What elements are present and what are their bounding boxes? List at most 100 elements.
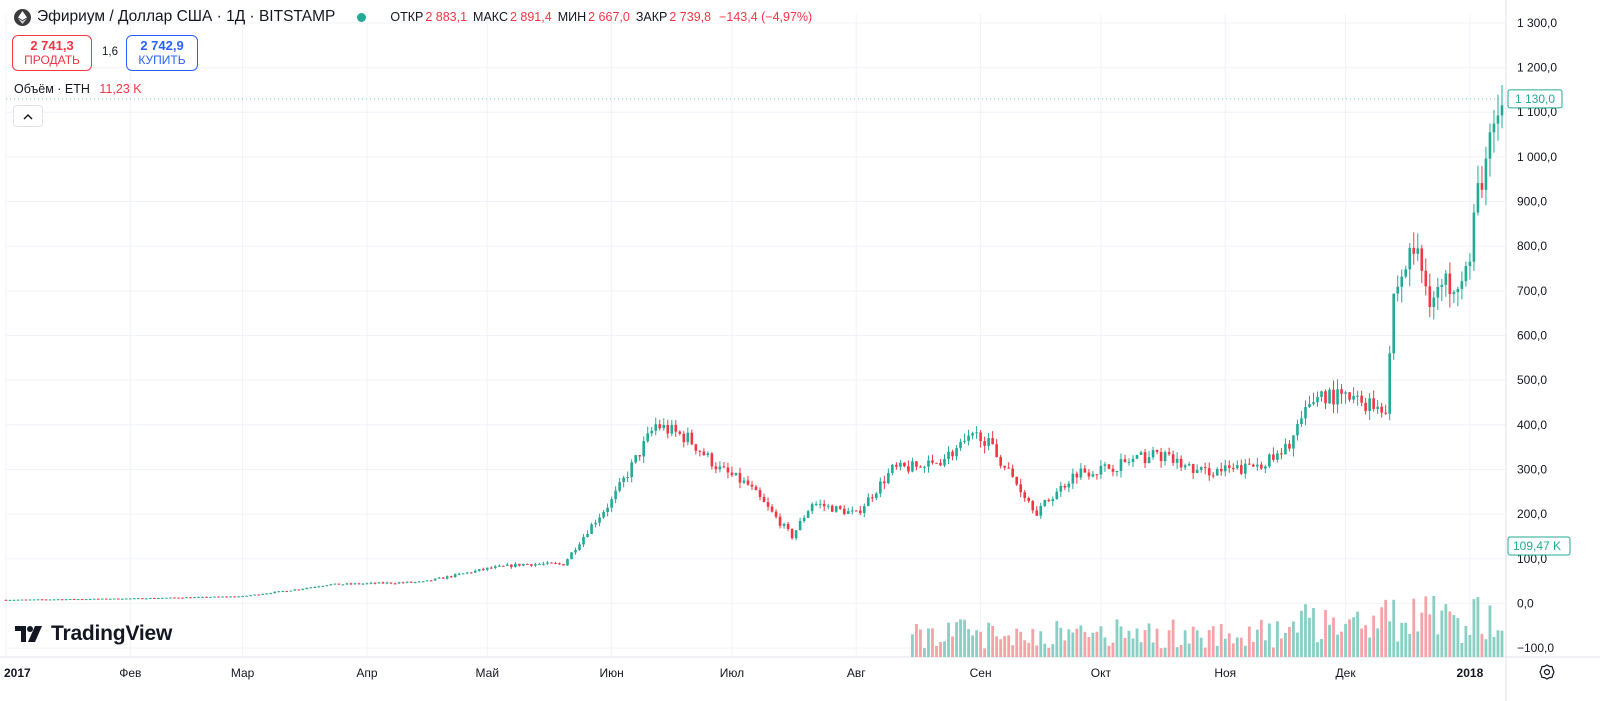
candle-body [353,583,357,585]
candle-body [461,573,465,575]
candle-body [1103,464,1107,466]
candle-body [574,549,577,553]
candle-body [417,581,421,583]
volume-bar [1115,619,1119,657]
volume-bar [1360,628,1364,657]
candle-body [1051,499,1055,502]
volume-bar [1163,647,1167,657]
volume-bar [1496,630,1500,657]
candle-body [205,596,208,598]
candle-body [1055,491,1059,500]
candle-body [1227,465,1231,468]
candle-body [108,598,112,600]
candle-body [12,599,16,601]
volume-bar [1243,645,1247,657]
candle-body [1031,501,1035,511]
y-tick-label: 1 300,0 [1517,16,1557,30]
candle-body [642,441,646,457]
candle-body [1151,450,1155,458]
candle-body [349,583,353,585]
volume-bar [1408,634,1412,657]
candle-body [618,482,621,491]
candle-body [694,444,698,451]
candle-body [1400,276,1404,287]
buy-button[interactable]: 2 742,9 КУПИТЬ [126,35,198,71]
candle-body [265,593,268,595]
collapse-legend-button[interactable] [13,105,43,127]
volume-bar [1288,626,1291,657]
candle-body [758,490,762,497]
candle-body [1268,454,1271,467]
candle-body [798,521,802,531]
volume-bar [1488,605,1492,657]
candle-body [1047,499,1051,502]
volume-bar [1019,631,1023,657]
chevron-up-icon [23,109,33,123]
volume-bar [1055,620,1059,657]
candle-body [141,598,144,600]
candle-body [289,590,293,592]
tradingview-logo[interactable]: TradingView [15,622,172,646]
candle-body [1384,412,1387,414]
volume-bar [1492,636,1496,657]
candle-body [433,578,437,581]
candle-body [8,599,12,601]
candle-body [1239,465,1243,474]
candle-body [754,486,758,491]
candle-body [1340,389,1343,394]
candle-body [939,462,942,466]
candle-body [875,493,878,498]
candle-body [157,598,160,600]
high-label: МАКС [473,10,508,24]
x-tick-label: Мар [231,666,255,680]
candle-body [145,598,148,600]
volume-bar [1043,643,1047,657]
candle-body [534,564,537,566]
ethereum-icon [14,8,31,26]
volume-bar [1195,630,1199,657]
candle-body [1488,132,1492,159]
volume-bar [1151,642,1155,657]
candle-body [999,456,1002,466]
volume-legend[interactable]: Объём · ETH 11,23 K [14,82,142,96]
volume-bar [1440,610,1444,657]
candle-body [634,455,637,463]
settings-button[interactable] [1537,662,1557,682]
candle-body [52,599,56,601]
symbol-title[interactable]: Эфириум / Доллар США · 1Д · BITSTAMP [37,8,336,25]
low-label: МИН [557,10,587,24]
candle-body [1456,288,1460,293]
candle-body [975,432,978,434]
candle-body [4,599,8,601]
x-tick-label: Фев [119,666,141,680]
candle-body [1039,505,1043,516]
candle-body [365,583,369,585]
x-tick-label: Дек [1336,666,1357,680]
candle-body [602,512,605,518]
candle-body [887,473,890,484]
candle-body [674,424,678,432]
volume-bar [1051,644,1055,657]
candle-body [1183,465,1187,468]
volume-bar [1099,626,1103,657]
volume-bar [1071,632,1075,657]
candle-body [485,567,489,570]
candle-body [558,563,561,565]
candle-body [846,511,850,514]
candle-body [48,599,52,601]
candle-body [538,564,541,566]
candle-body [249,595,252,597]
volume-bar [1484,639,1488,657]
candle-body [321,585,325,587]
candle-body [1312,402,1315,404]
volume-bar [1179,644,1183,657]
candle-body [1412,247,1416,254]
candle-body [1288,443,1291,449]
candle-body [506,564,509,566]
candle-body [943,458,946,466]
candle-body [1280,453,1283,455]
volume-bar [1083,631,1087,657]
sell-button[interactable]: 2 741,3 ПРОДАТЬ [12,35,92,71]
low-value: 2 667,0 [588,10,630,24]
